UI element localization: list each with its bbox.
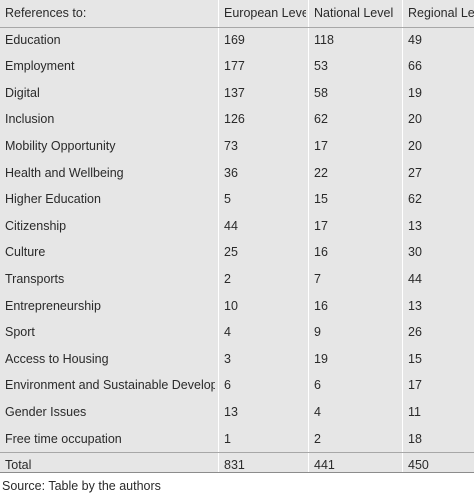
table-row: Employment 177 53 66	[0, 53, 474, 80]
table-row: Education 169 118 49	[0, 27, 474, 54]
table-source-note: Source: Table by the authors	[2, 479, 161, 493]
value-cell: 26	[408, 325, 422, 340]
table-row: Citizenship 44 17 13	[0, 213, 474, 240]
value-cell: 7	[314, 272, 321, 286]
value-cell: 13	[224, 405, 238, 419]
value-cell: 5	[224, 192, 231, 207]
value-cell: 2	[314, 431, 321, 446]
value-cell: 11	[408, 405, 421, 419]
row-label-cell: Environment and Sustainable Development	[5, 378, 215, 393]
value-cell: 118	[314, 32, 334, 47]
value-cell: 62	[314, 112, 328, 127]
row-label-cell: Entrepreneurship	[5, 298, 101, 313]
row-rule	[0, 26, 474, 28]
value-cell: 49	[408, 32, 422, 47]
column-separator	[308, 0, 309, 473]
value-cell: 6	[314, 378, 321, 393]
value-cell: 10	[224, 298, 238, 313]
value-cell: 16	[314, 298, 328, 313]
value-cell: 15	[408, 351, 422, 366]
value-cell: 25	[224, 245, 238, 260]
value-cell: 13	[408, 298, 422, 313]
value-cell: 19	[314, 351, 328, 366]
value-cell: 137	[224, 85, 245, 100]
row-label-cell: Citizenship	[5, 218, 67, 233]
row-label-cell: Digital	[5, 85, 40, 100]
row-label-cell: Total	[5, 458, 32, 473]
references-table: References to: European Level National Lev…	[0, 0, 474, 473]
value-cell: 19	[408, 85, 422, 100]
value-cell: 450	[408, 458, 429, 473]
row-label-cell: Gender Issues	[5, 405, 87, 419]
row-label-cell: Education	[5, 32, 61, 47]
table-row: Culture 25 16 30	[0, 239, 474, 266]
value-cell: 831	[224, 458, 245, 473]
value-cell: 1	[224, 431, 231, 446]
table-row: Health and Wellbeing 36 22 27	[0, 160, 474, 187]
value-cell: 27	[408, 165, 422, 180]
row-label-cell: Culture	[5, 245, 46, 260]
row-label-cell: Free time occupation	[5, 431, 122, 446]
row-label-cell: Higher Education	[5, 192, 101, 207]
value-cell: 53	[314, 59, 328, 74]
value-cell: 441	[314, 458, 335, 473]
value-cell: 62	[408, 192, 422, 207]
table-row: Free time occupation 1 2 18	[0, 426, 474, 453]
value-cell: 22	[314, 165, 328, 180]
value-cell: 44	[408, 272, 422, 286]
value-cell: 169	[224, 32, 245, 47]
value-cell: 126	[224, 112, 245, 127]
value-cell: 17	[314, 139, 328, 153]
row-label-cell: Sport	[5, 325, 35, 340]
value-cell: 17	[408, 378, 422, 393]
total-row: Total 831 441 450	[0, 452, 474, 479]
value-cell: 2	[224, 272, 231, 286]
row-rule	[0, 452, 474, 454]
row-label-cell: Access to Housing	[5, 351, 109, 366]
value-cell: National Level	[314, 6, 394, 20]
table-row: Inclusion 126 62 20	[0, 106, 474, 133]
column-separator	[402, 0, 403, 473]
row-label-cell: References to:	[5, 6, 87, 20]
row-rule	[0, 472, 474, 473]
value-cell: Regional Level	[408, 6, 474, 20]
row-label-cell: Transports	[5, 272, 65, 286]
value-cell: 3	[224, 351, 231, 366]
row-label-cell: Health and Wellbeing	[5, 165, 124, 180]
value-cell: 6	[224, 378, 231, 393]
table-row: Higher Education 5 15 62	[0, 186, 474, 213]
value-cell: 13	[408, 218, 422, 233]
value-cell: 20	[408, 139, 422, 153]
value-cell: 36	[224, 165, 238, 180]
row-label-cell: Mobility Opportunity	[5, 139, 116, 153]
table-row: Environment and Sustainable Development 6…	[0, 372, 474, 399]
row-label-cell: Inclusion	[5, 112, 55, 127]
value-cell: 9	[314, 325, 321, 340]
table-row: Entrepreneurship 10 16 13	[0, 293, 474, 320]
table-row: Access to Housing 3 19 15	[0, 346, 474, 373]
value-cell: 73	[224, 139, 238, 153]
value-cell: 4	[314, 405, 321, 419]
value-cell: 17	[314, 218, 328, 233]
table-row: Sport 4 9 26	[0, 319, 474, 346]
table-row: Gender Issues 13 4 11	[0, 399, 474, 426]
row-label-cell: Employment	[5, 59, 75, 74]
value-cell: 58	[314, 85, 328, 100]
table-row: Digital 137 58 19	[0, 80, 474, 107]
table-row: Mobility Opportunity 73 17 20	[0, 133, 474, 160]
value-cell: 4	[224, 325, 231, 340]
value-cell: 66	[408, 59, 422, 74]
value-cell: 15	[314, 192, 328, 207]
value-cell: 30	[408, 245, 422, 260]
value-cell: European Level	[224, 6, 306, 20]
value-cell: 44	[224, 218, 238, 233]
value-cell: 20	[408, 112, 422, 127]
value-cell: 177	[224, 59, 245, 74]
header-row: References to: European Level National Lev…	[0, 0, 474, 27]
table-row: Transports 2 7 44	[0, 266, 474, 293]
value-cell: 18	[408, 431, 422, 446]
column-separator	[218, 0, 219, 473]
value-cell: 16	[314, 245, 328, 260]
